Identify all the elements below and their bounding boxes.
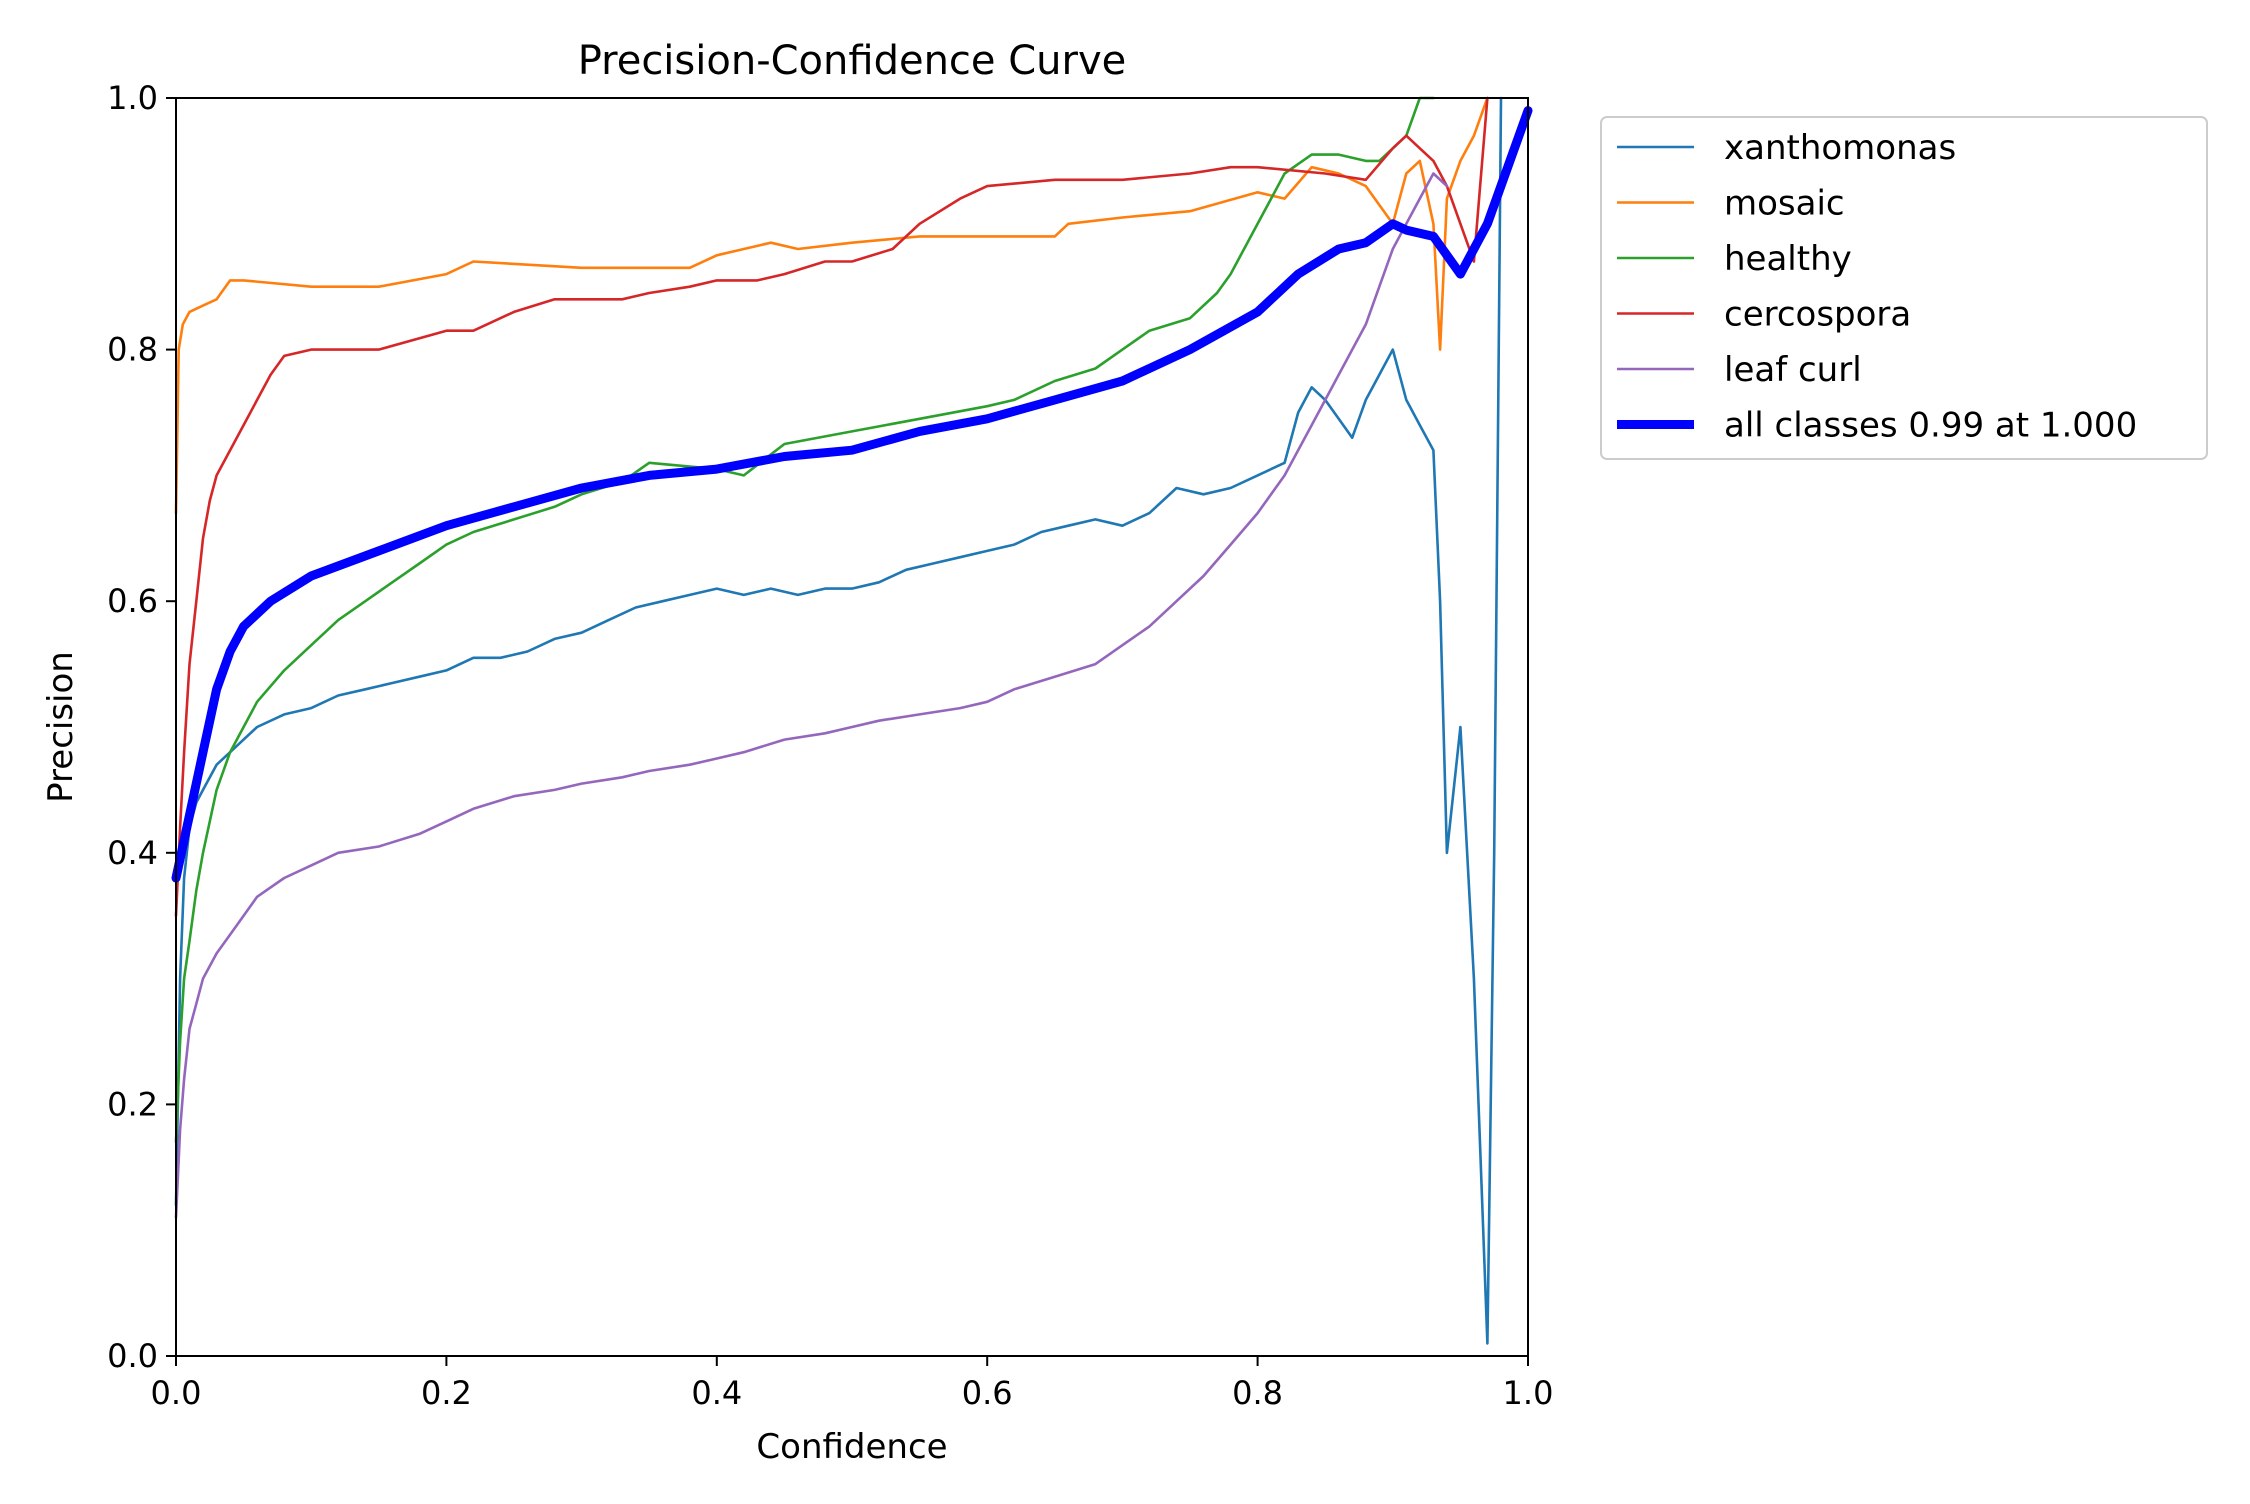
- legend-box: [1600, 116, 2208, 460]
- y-tick-label: 0.0: [107, 1337, 158, 1375]
- y-tick-label: 0.6: [107, 582, 158, 620]
- legend: xanthomonas mosaic healthy cercospora leaf c…: [1600, 116, 2208, 460]
- y-tick-label: 0.2: [107, 1085, 158, 1123]
- legend-label: leaf curl: [1724, 350, 1862, 390]
- x-axis-label: Confidence: [756, 1427, 947, 1467]
- legend-label: mosaic: [1724, 184, 1845, 224]
- y-tick-label: 0.4: [107, 834, 158, 872]
- series-line-5: [171, 106, 1533, 883]
- x-tick-label: 0.6: [962, 1374, 1013, 1412]
- y-axis-label: Precision: [41, 651, 81, 803]
- plot-frame: [175, 97, 1529, 1357]
- x-tick-label: 0.2: [421, 1374, 472, 1412]
- series-line-4: [174, 172, 1449, 1219]
- legend-items: xanthomonas mosaic healthy cercospora leaf c…: [1617, 128, 2137, 446]
- legend-label: healthy: [1724, 239, 1852, 279]
- y-tick-label: 1.0: [107, 79, 158, 117]
- x-tick-label: 1.0: [1503, 1374, 1554, 1412]
- legend-label: xanthomonas: [1724, 128, 1956, 168]
- chart-title: Precision-Confidence Curve: [578, 38, 1127, 84]
- legend-label: all classes 0.99 at 1.000: [1724, 406, 2137, 446]
- legend-label: cercospora: [1724, 295, 1911, 335]
- x-tick-label: 0.8: [1232, 1374, 1283, 1412]
- series-line-1: [174, 96, 1489, 515]
- y-tick-label: 0.8: [107, 331, 158, 369]
- series-line-3: [174, 96, 1489, 918]
- plot-layer: [171, 96, 1533, 1345]
- x-tick-label: 0.0: [151, 1374, 202, 1412]
- ticks-layer: 0.0 0.2 0.4 0.6 0.8 1.0 0.0 0.2 0.4 0.6 0.8 1.0: [107, 79, 1553, 1412]
- x-tick-label: 0.4: [691, 1374, 742, 1412]
- series-line-0: [174, 96, 1503, 1345]
